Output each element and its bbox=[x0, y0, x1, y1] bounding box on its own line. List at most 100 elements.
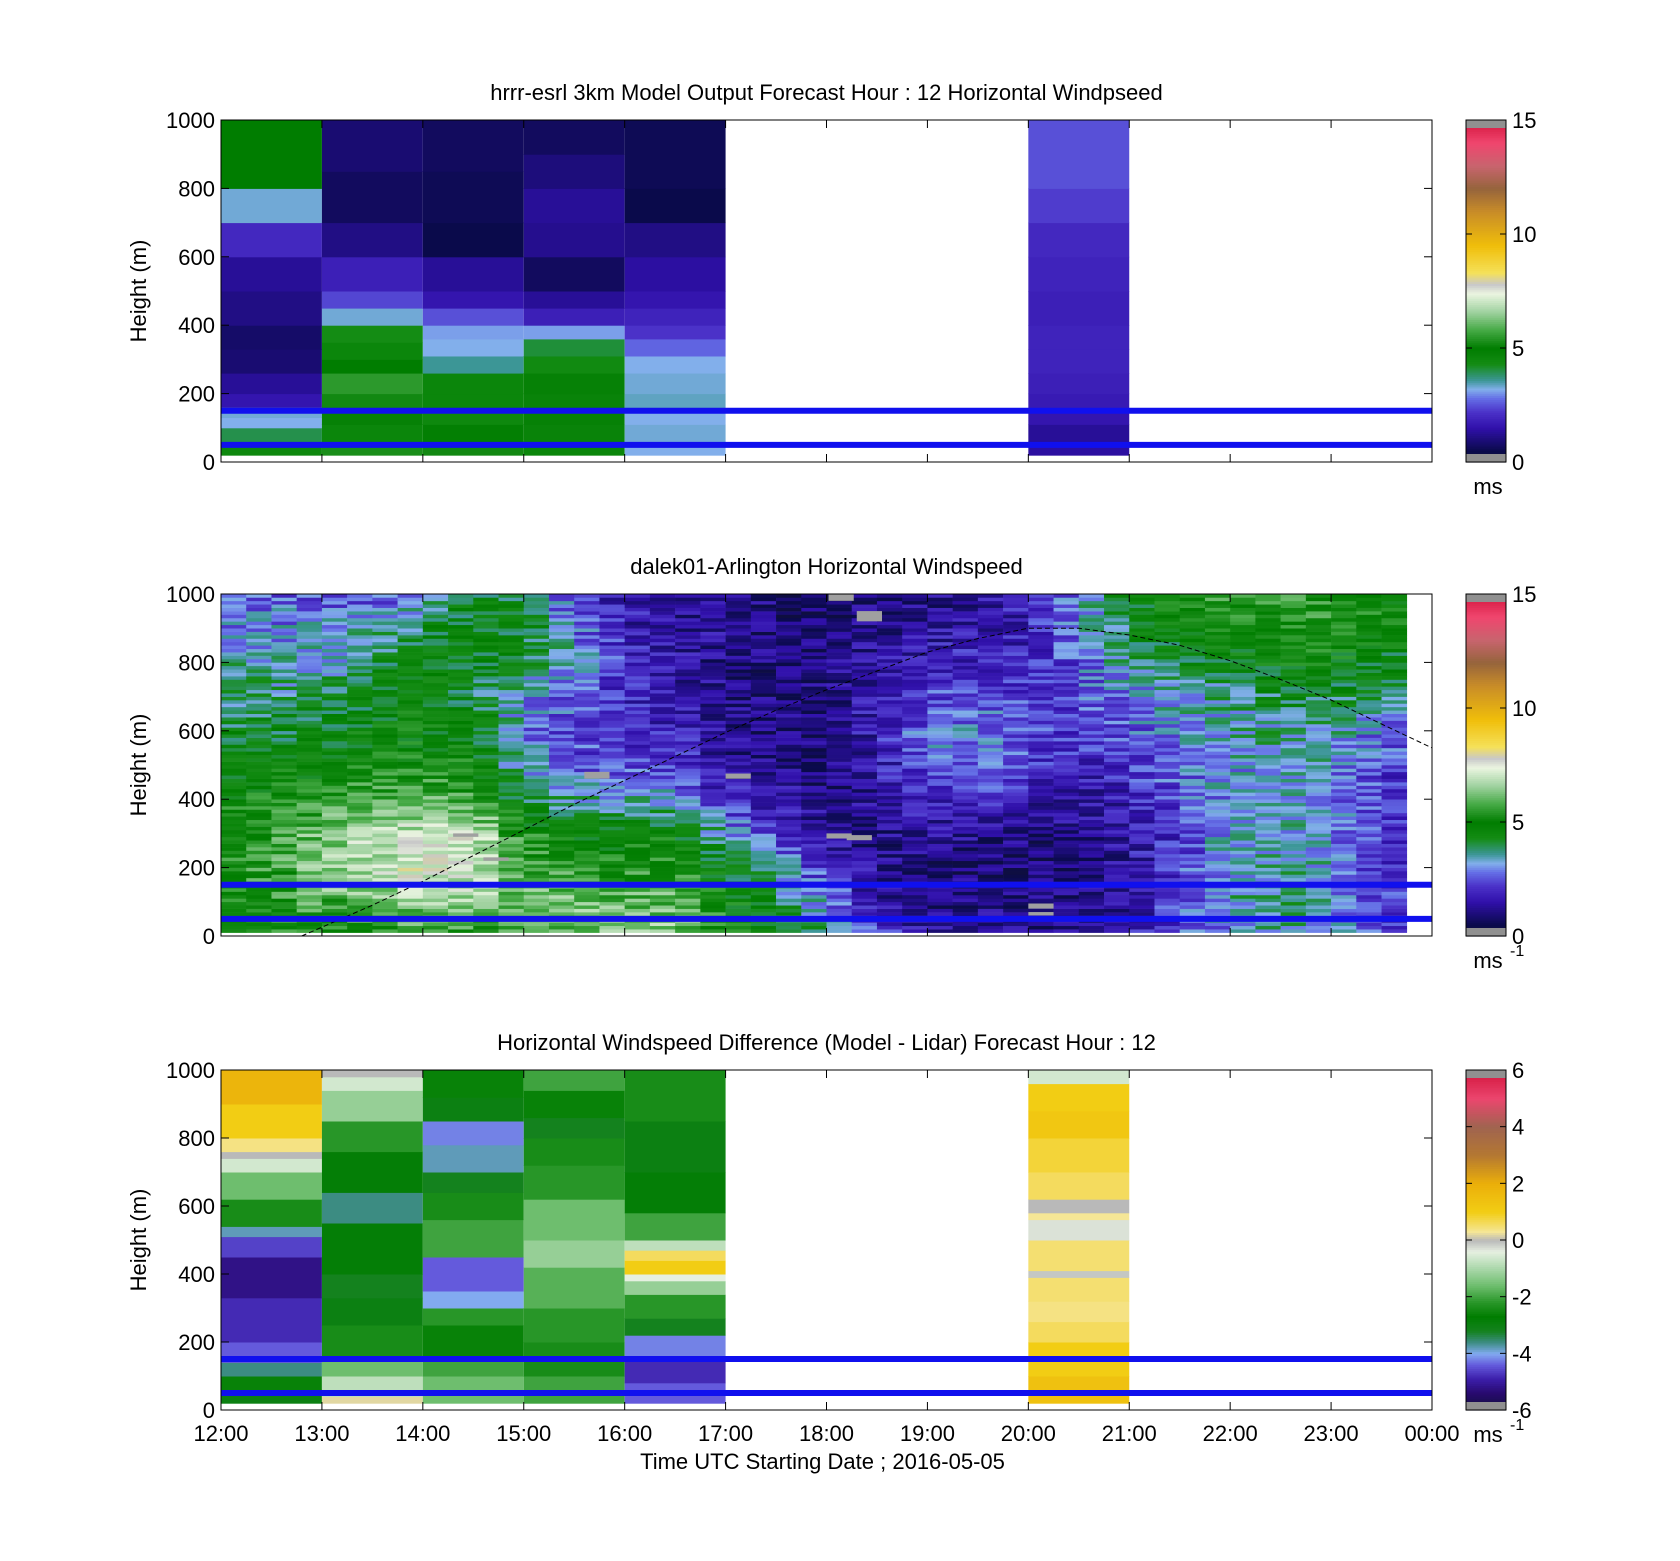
heatmap-cell bbox=[649, 833, 676, 838]
heatmap-cell bbox=[851, 720, 878, 725]
heatmap-cell bbox=[548, 768, 575, 773]
heatmap-cell bbox=[1129, 775, 1155, 779]
heatmap-cell bbox=[498, 665, 525, 670]
heatmap-cell bbox=[1255, 771, 1281, 776]
heatmap-cell bbox=[776, 826, 802, 831]
heatmap-cell bbox=[700, 754, 726, 759]
heatmap-cell bbox=[599, 802, 625, 807]
heatmap-cell bbox=[700, 771, 726, 776]
heatmap-cell bbox=[422, 669, 449, 673]
heatmap-cell bbox=[473, 898, 499, 903]
heatmap-cell bbox=[700, 850, 726, 855]
heatmap-cell bbox=[851, 703, 878, 708]
heatmap-cell bbox=[1255, 901, 1281, 906]
heatmap-cell bbox=[1104, 778, 1130, 783]
heatmap-cell bbox=[776, 645, 802, 650]
heatmap-cell bbox=[1003, 782, 1029, 786]
heatmap-cell bbox=[397, 857, 424, 862]
heatmap-cell bbox=[1381, 857, 1408, 862]
heatmap-cell bbox=[1104, 727, 1130, 732]
colorbar-segment bbox=[1466, 296, 1506, 300]
heatmap-cell bbox=[801, 871, 827, 875]
heatmap-cell bbox=[952, 782, 979, 786]
heatmap-cell bbox=[952, 809, 979, 814]
heatmap-cell bbox=[599, 638, 625, 643]
heatmap-cell bbox=[624, 850, 651, 855]
heatmap-cell bbox=[700, 604, 726, 608]
heatmap-cell bbox=[1305, 669, 1332, 673]
heatmap-cell bbox=[725, 795, 752, 800]
heatmap-cell bbox=[1003, 809, 1029, 814]
heatmap-cell bbox=[246, 806, 272, 810]
heatmap-cell bbox=[397, 730, 424, 735]
heatmap-cell bbox=[296, 929, 323, 933]
heatmap-cell bbox=[1331, 648, 1357, 653]
heatmap-cell bbox=[1179, 775, 1206, 779]
colorbar-segment bbox=[1466, 446, 1506, 450]
heatmap-cell bbox=[700, 611, 726, 615]
heatmap-cell bbox=[675, 679, 701, 684]
colorbar-segment bbox=[1466, 127, 1506, 131]
heatmap-cell bbox=[422, 658, 449, 663]
heatmap-cell bbox=[1381, 758, 1408, 762]
heatmap-cell bbox=[1255, 614, 1281, 619]
heatmap-cell bbox=[1305, 758, 1332, 762]
heatmap-cell bbox=[902, 621, 928, 626]
heatmap-cell bbox=[271, 734, 297, 738]
heatmap-cell bbox=[1154, 795, 1181, 800]
heatmap-cell bbox=[498, 871, 525, 875]
heatmap-cell bbox=[700, 658, 726, 663]
heatmap-cell bbox=[1331, 682, 1357, 687]
colorbar-segment bbox=[1466, 272, 1506, 275]
heatmap-cell bbox=[1255, 816, 1281, 821]
heatmap-cell bbox=[1255, 624, 1281, 629]
heatmap-cell bbox=[1179, 908, 1206, 913]
heatmap-cell bbox=[876, 788, 903, 793]
heatmap-cell bbox=[649, 850, 676, 855]
heatmap-cell bbox=[1381, 829, 1408, 834]
heatmap-cell bbox=[876, 744, 903, 749]
heatmap-cell bbox=[448, 741, 474, 745]
heatmap-cell bbox=[725, 908, 752, 913]
heatmap-cell bbox=[750, 658, 777, 663]
heatmap-cell bbox=[321, 645, 348, 650]
heatmap-cell bbox=[952, 922, 979, 927]
heatmap-cell bbox=[548, 607, 575, 612]
heatmap-cell bbox=[1255, 871, 1281, 875]
heatmap-cell bbox=[599, 901, 625, 906]
heatmap-cell bbox=[422, 850, 449, 855]
heatmap-cell bbox=[1104, 693, 1130, 697]
heatmap-cell bbox=[372, 877, 398, 882]
heatmap-cell bbox=[1179, 925, 1206, 930]
heatmap-cell bbox=[1028, 782, 1054, 786]
heatmap-cell bbox=[574, 662, 600, 667]
heatmap-cell bbox=[372, 802, 398, 807]
heatmap-cell bbox=[876, 727, 903, 732]
heatmap-cell bbox=[498, 696, 525, 701]
heatmap-cell bbox=[801, 874, 827, 879]
heatmap-cell bbox=[624, 373, 726, 395]
heatmap-cell bbox=[1003, 617, 1029, 622]
heatmap-cell bbox=[801, 782, 827, 786]
heatmap-cell bbox=[1280, 723, 1307, 728]
heatmap-cell bbox=[624, 905, 651, 909]
heatmap-cell bbox=[498, 648, 525, 653]
heatmap-cell bbox=[397, 771, 424, 776]
heatmap-cell bbox=[574, 645, 600, 650]
heatmap-cell bbox=[649, 693, 676, 697]
heatmap-cell bbox=[1129, 730, 1155, 735]
heatmap-cell bbox=[1230, 840, 1256, 844]
heatmap-cell bbox=[776, 864, 802, 868]
heatmap-cell bbox=[1003, 645, 1029, 650]
heatmap-cell bbox=[1255, 693, 1281, 697]
heatmap-cell bbox=[548, 850, 575, 855]
heatmap-cell bbox=[1230, 652, 1256, 656]
heatmap-cell bbox=[1104, 850, 1130, 855]
heatmap-cell bbox=[927, 723, 953, 728]
heatmap-cell bbox=[927, 833, 953, 838]
heatmap-cell bbox=[1104, 638, 1130, 643]
heatmap-cell bbox=[1230, 867, 1256, 872]
heatmap-cell bbox=[271, 826, 297, 831]
heatmap-cell bbox=[372, 638, 398, 643]
heatmap-cell bbox=[675, 833, 701, 838]
